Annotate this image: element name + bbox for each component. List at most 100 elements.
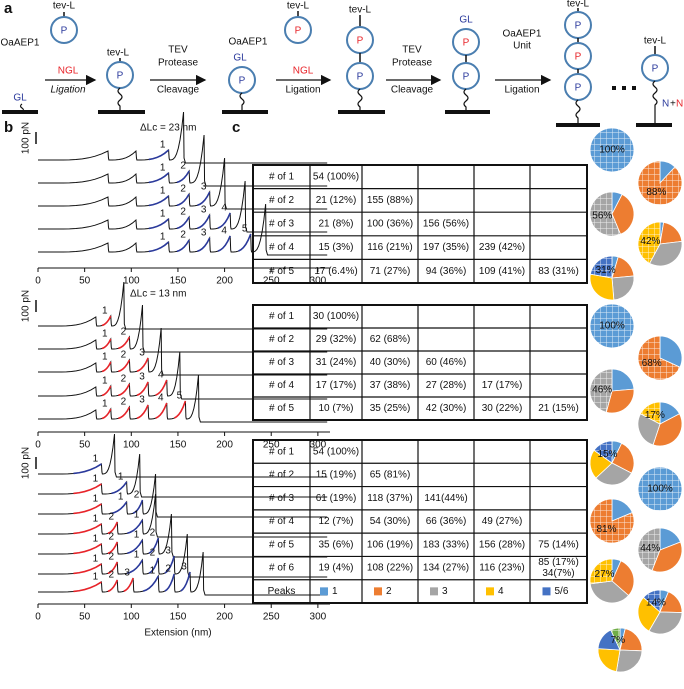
wlc-fit bbox=[101, 408, 112, 420]
wlc-fit bbox=[155, 379, 168, 396]
wlc-fit bbox=[217, 235, 231, 252]
label: P bbox=[117, 71, 124, 82]
pie-highlight bbox=[590, 499, 634, 543]
table-border bbox=[252, 439, 588, 604]
pie-label: 88% bbox=[646, 187, 666, 198]
table-cell: 108 (22%) bbox=[367, 563, 413, 574]
peak-label: 3 bbox=[201, 228, 207, 239]
label: Ligation bbox=[285, 85, 320, 96]
label: Cleavage bbox=[391, 85, 434, 96]
peak-label: 1 bbox=[118, 472, 124, 483]
peak-label: 1 bbox=[150, 566, 156, 577]
x-tick-label: 50 bbox=[79, 440, 91, 451]
table-cell: 71 (27%) bbox=[370, 266, 411, 277]
peak-label: 1 bbox=[93, 474, 99, 485]
pie-slice bbox=[652, 413, 683, 447]
table-cell: 54 (30%) bbox=[370, 516, 411, 527]
wlc-fit bbox=[73, 563, 102, 575]
wlc-fit bbox=[164, 555, 175, 574]
pie-highlight bbox=[638, 161, 683, 205]
label: P bbox=[575, 83, 582, 94]
pie-slice bbox=[589, 273, 615, 301]
table-cell: 118 (37%) bbox=[367, 493, 412, 504]
peak-label: 1 bbox=[160, 140, 166, 151]
label: Protease bbox=[392, 58, 432, 69]
peak-label: 2 bbox=[121, 350, 127, 361]
wlc-fit bbox=[176, 170, 190, 184]
label: TEV bbox=[402, 45, 422, 56]
label: N bbox=[676, 99, 683, 110]
peak-label: 4 bbox=[221, 226, 227, 237]
label: tev-L bbox=[567, 0, 590, 10]
peak-label: 1 bbox=[102, 399, 108, 410]
peak-label: 2 bbox=[150, 528, 156, 539]
peak-label: 3 bbox=[139, 395, 145, 406]
peak-label: 2 bbox=[150, 548, 156, 559]
pie-highlight bbox=[590, 128, 634, 172]
peak-label: 1 bbox=[134, 510, 140, 521]
wlc-fit bbox=[148, 195, 170, 207]
wlc-fit bbox=[118, 336, 131, 350]
wlc-fit bbox=[197, 214, 211, 230]
wlc-fit bbox=[111, 481, 128, 495]
label: P bbox=[61, 26, 68, 37]
label: OaAEP1 bbox=[503, 29, 542, 40]
label: tev-L bbox=[287, 1, 310, 12]
legend-label: 5/6 bbox=[555, 586, 569, 597]
wlc-fit bbox=[132, 499, 144, 514]
pie-slice bbox=[611, 275, 635, 301]
pie-highlight bbox=[590, 369, 612, 413]
wlc-fit bbox=[148, 557, 160, 574]
legend-label: 2 bbox=[386, 586, 392, 597]
table-cell: 94 (36%) bbox=[426, 266, 467, 277]
peak-label: 1 bbox=[102, 329, 108, 340]
label: tev-L bbox=[349, 5, 372, 16]
peak-label: 3 bbox=[139, 372, 145, 383]
x-tick-label: 200 bbox=[216, 440, 233, 451]
table-cell: # of 5 bbox=[269, 539, 294, 550]
peak-label: 1 bbox=[102, 352, 108, 363]
table-cell: 54 (100%) bbox=[313, 171, 359, 182]
peak-label: 1 bbox=[160, 232, 166, 243]
label: Cleavage bbox=[157, 85, 200, 96]
x-tick-label: 0 bbox=[35, 440, 41, 451]
table-cell: 29 (32%) bbox=[316, 334, 357, 345]
trace bbox=[38, 533, 328, 578]
pie-label: 31% bbox=[596, 265, 616, 276]
peak-label: 1 bbox=[102, 376, 108, 387]
x-tick-label: 50 bbox=[79, 612, 91, 623]
x-tick-label: 150 bbox=[170, 440, 187, 451]
peak-label: 4 bbox=[158, 370, 164, 381]
table-cell: 49 (27%) bbox=[482, 516, 523, 527]
table-cell: # of 1 bbox=[269, 171, 294, 182]
peak-label: 1 bbox=[160, 186, 166, 197]
table-cell: 21 (15%) bbox=[538, 403, 579, 414]
label: P bbox=[357, 36, 364, 47]
pie-slice bbox=[605, 388, 635, 414]
peak-label: 1 bbox=[93, 514, 99, 525]
legend-title: Peaks bbox=[268, 586, 296, 597]
peak-label: 1 bbox=[93, 572, 99, 583]
table-cell: 40 (30%) bbox=[370, 357, 411, 368]
wlc-fit bbox=[111, 501, 128, 515]
table-cell: 197 (35%) bbox=[423, 242, 469, 253]
peak-label: 2 bbox=[109, 532, 115, 543]
wlc-fit bbox=[148, 218, 170, 230]
peak-label: 2 bbox=[121, 374, 127, 385]
label: Unit bbox=[513, 41, 531, 52]
table-cell: 19 (4%) bbox=[318, 563, 353, 574]
pie-label: 100% bbox=[599, 145, 625, 156]
peak-label: 2 bbox=[180, 161, 186, 172]
wlc-fit bbox=[155, 402, 168, 419]
pie-label: 46% bbox=[592, 384, 612, 395]
wlc-fit bbox=[73, 543, 102, 555]
panel-label: b bbox=[4, 119, 13, 136]
wlc-fit bbox=[148, 172, 170, 184]
label: Ligation bbox=[504, 85, 539, 96]
wlc-fit bbox=[127, 539, 144, 555]
label: GL bbox=[13, 93, 27, 104]
peak-label: 1 bbox=[118, 492, 124, 503]
pie-label: 15% bbox=[597, 449, 617, 460]
peak-label: 2 bbox=[180, 230, 186, 241]
wlc-fit bbox=[176, 193, 190, 207]
